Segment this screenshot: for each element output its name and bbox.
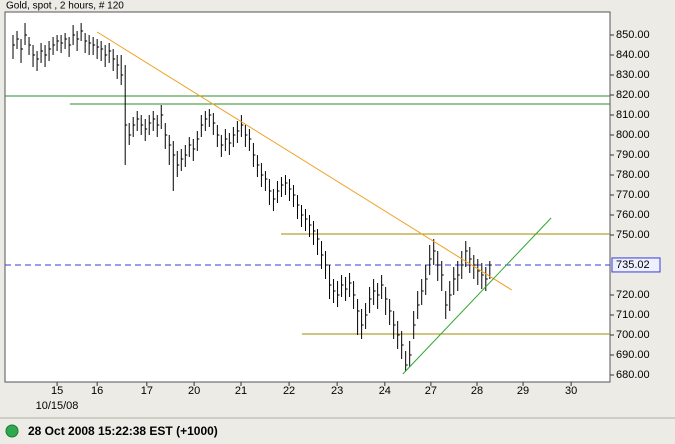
- y-tick-label: 690.00: [616, 349, 650, 361]
- x-tick-label: 21: [235, 385, 247, 397]
- x-tick-label: 15: [51, 385, 63, 397]
- current-price-label: 735.02: [616, 259, 650, 271]
- y-tick-label: 680.00: [616, 369, 650, 381]
- current-price-box: [611, 257, 661, 273]
- x-tick-label: 17: [141, 385, 153, 397]
- x-tick-label: 29: [517, 385, 529, 397]
- y-tick-label: 780.00: [616, 169, 650, 181]
- y-tick-label: 770.00: [616, 189, 650, 201]
- x-tick-label: 20: [188, 385, 200, 397]
- plot-area: [4, 11, 611, 383]
- x-tick-label: 30: [565, 385, 577, 397]
- trend-line: [402, 217, 552, 375]
- y-tick-label: 700.00: [616, 329, 650, 341]
- y-tick-label: 790.00: [616, 149, 650, 161]
- x-tick-label: 28: [471, 385, 483, 397]
- y-tick-label: 820.00: [616, 89, 650, 101]
- y-tick-label: 750.00: [616, 229, 650, 241]
- y-tick-label: 710.00: [616, 309, 650, 321]
- x-tick-label: 24: [379, 385, 391, 397]
- x-sublabel: 10/15/08: [36, 400, 79, 412]
- x-tick-label: 27: [425, 385, 437, 397]
- chart-title: Gold, spot , 2 hours, # 120: [6, 1, 124, 12]
- y-tick-label: 840.00: [616, 49, 650, 61]
- x-tick-label: 22: [283, 385, 295, 397]
- y-tick-label: 760.00: [616, 209, 650, 221]
- y-tick-label: 830.00: [616, 69, 650, 81]
- status-icon: [5, 424, 19, 438]
- x-tick-label: 16: [91, 385, 103, 397]
- y-tick-label: 800.00: [616, 129, 650, 141]
- trend-line: [96, 31, 513, 291]
- y-tick-label: 850.00: [616, 29, 650, 41]
- y-tick-label: 810.00: [616, 109, 650, 121]
- y-tick-label: 720.00: [616, 289, 650, 301]
- x-tick-label: 23: [331, 385, 343, 397]
- status-text: 28 Oct 2008 15:22:38 EST (+1000): [28, 424, 218, 438]
